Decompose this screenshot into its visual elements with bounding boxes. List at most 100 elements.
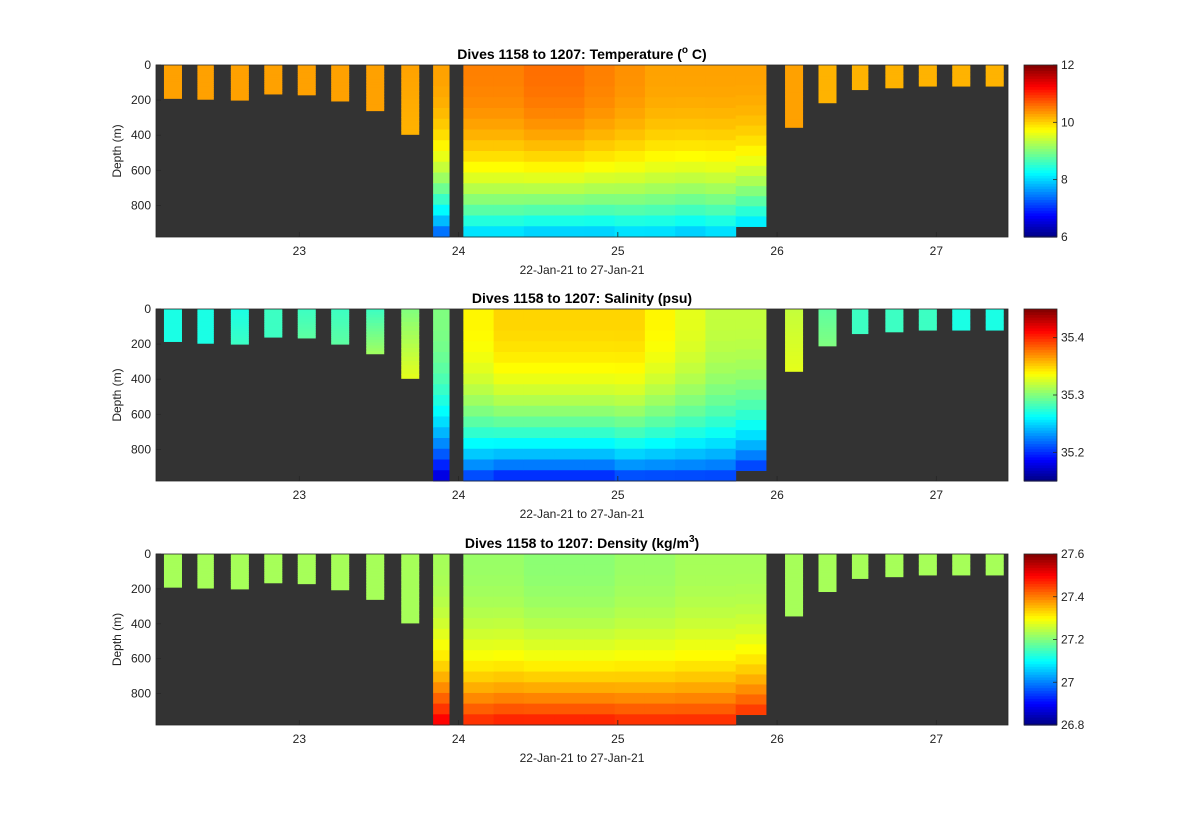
colorbar-cell — [1024, 204, 1057, 209]
dive-cell — [366, 107, 385, 112]
colorbar-cell — [1024, 215, 1057, 219]
dive-cell — [885, 79, 904, 82]
dive-cell — [197, 326, 214, 329]
dive-cell — [705, 703, 737, 715]
dive-cell — [554, 639, 585, 651]
dive-cell — [818, 586, 837, 590]
dive-cell — [675, 416, 706, 428]
dive-cell — [818, 76, 837, 80]
dive-cell — [163, 69, 182, 72]
dive-cell — [331, 87, 350, 91]
dive-cell — [433, 108, 450, 120]
colorbar-cell — [1024, 451, 1057, 455]
dive-cell — [331, 554, 350, 557]
dive-cell — [584, 405, 616, 417]
colorbar-cell — [1024, 397, 1057, 401]
dive-cell — [705, 448, 737, 460]
dive-cell — [818, 67, 837, 71]
dive-cell — [735, 654, 767, 665]
dive-cell — [197, 332, 214, 336]
dive-cell — [197, 321, 214, 325]
dive-cell — [264, 557, 283, 560]
colorbar-cell — [1024, 118, 1057, 123]
dive-column — [735, 554, 767, 716]
dive-cell — [331, 328, 350, 332]
dive-column — [554, 309, 585, 482]
dive-cell — [493, 416, 525, 428]
dive-cell — [885, 327, 904, 330]
salinity-panel: Dives 1158 to 1207: Salinity (psu)020040… — [110, 290, 1085, 521]
dive-cell — [644, 448, 676, 460]
colorbar-cell — [1024, 470, 1057, 474]
dive-cell — [785, 359, 804, 365]
dive-cell — [705, 161, 737, 173]
dive-cell — [785, 107, 804, 113]
colorbar-cell — [1024, 636, 1057, 641]
dive-cell — [644, 416, 676, 428]
dive-cell — [331, 315, 350, 319]
dive-cell — [297, 318, 316, 321]
dive-cell — [735, 145, 767, 157]
dive-cell — [918, 322, 937, 324]
dive-cell — [644, 151, 676, 163]
dive-column — [952, 309, 971, 331]
dive-cell — [197, 315, 214, 319]
dive-cell — [331, 330, 350, 334]
dive-column — [493, 65, 525, 238]
dive-cell — [230, 309, 249, 312]
dive-cell — [918, 311, 937, 314]
dive-cell — [401, 309, 420, 314]
dive-cell — [523, 161, 555, 173]
dive-cell — [614, 650, 646, 662]
dive-cell — [985, 323, 1004, 326]
colorbar-cell — [1024, 94, 1057, 98]
dive-cell — [433, 459, 450, 471]
dive-cell — [197, 558, 214, 561]
dive-cell — [735, 75, 767, 86]
dive-cell — [851, 327, 869, 330]
dive-cell — [985, 84, 1004, 87]
dive-cell — [523, 204, 555, 216]
dive-cell — [493, 438, 525, 450]
dive-cell — [644, 183, 676, 195]
dive-cell — [614, 438, 646, 450]
colorbar-cell — [1024, 716, 1057, 721]
dive-cell — [584, 194, 616, 206]
dive-cell — [885, 77, 904, 80]
colorbar-cell — [1024, 335, 1057, 340]
dive-cell — [463, 341, 495, 353]
dive-cell — [952, 312, 971, 315]
dive-column — [230, 309, 249, 345]
colorbar-cell — [1024, 591, 1057, 595]
dive-cell — [433, 416, 450, 428]
dive-cell — [675, 438, 706, 450]
colorbar-cell — [1024, 631, 1057, 635]
dive-cell — [331, 67, 350, 70]
colorbar-cell — [1024, 384, 1057, 388]
dive-cell — [705, 607, 737, 619]
dive-cell — [163, 321, 182, 324]
colorbar-cell — [1024, 330, 1057, 334]
dive-cell — [985, 71, 1004, 74]
colorbar-cell — [1024, 116, 1057, 120]
dive-cell — [735, 216, 767, 227]
dive-cell — [331, 76, 350, 79]
dive-cell — [735, 206, 767, 217]
dive-cell — [297, 565, 316, 568]
dive-cell — [985, 563, 1004, 565]
dive-cell — [197, 568, 214, 572]
colorbar-cell — [1024, 456, 1057, 461]
colorbar-cell — [1024, 666, 1057, 670]
dive-cell — [523, 459, 555, 471]
dive-cell — [163, 570, 182, 574]
dive-column — [230, 554, 249, 590]
x-tick-label: 24 — [452, 488, 466, 502]
dive-cell — [675, 86, 706, 98]
dive-cell — [366, 588, 385, 592]
colorbar-cell — [1024, 81, 1057, 85]
dive-cell — [297, 581, 316, 585]
dive-cell — [885, 86, 904, 89]
dive-cell — [401, 579, 420, 585]
dive-cell — [644, 703, 676, 715]
dive-cell — [433, 470, 450, 482]
